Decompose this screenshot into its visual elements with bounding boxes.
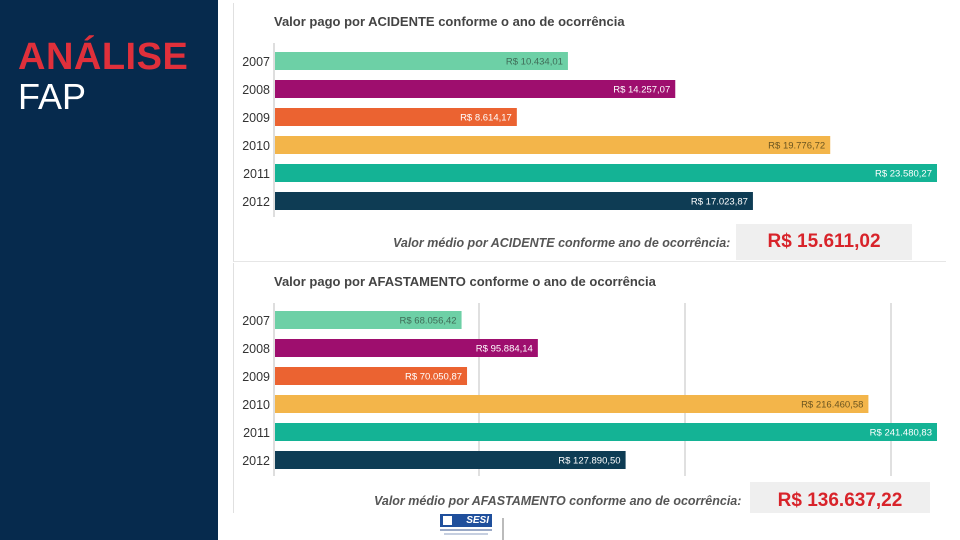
year-tick-label: 2007 (242, 55, 270, 69)
bar-2008 (275, 80, 676, 98)
bar-data-label: R$ 14.257,07 (613, 85, 670, 96)
footer (218, 513, 960, 540)
bar-data-label: R$ 8.614,17 (460, 113, 512, 124)
sesi-emblem-icon (443, 516, 452, 525)
average-label-acidente: Valor médio por ACIDENTE conforme ano de… (393, 236, 731, 250)
average-value-acidente: R$ 15.611,02 (736, 224, 912, 260)
bar-data-label: R$ 17.023,87 (691, 197, 748, 208)
bar-data-label: R$ 241.480,83 (870, 428, 932, 439)
bar-data-label: R$ 19.776,72 (768, 141, 825, 152)
chart-title-afastamento: Valor pago por AFASTAMENTO conforme o an… (274, 274, 656, 289)
bar-2009 (275, 367, 468, 385)
year-tick-label: 2007 (242, 314, 270, 328)
bar-data-label: R$ 10.434,01 (506, 57, 563, 68)
chart-acidente: 2007 R$ 10.434,01 2008 R$ 14.257,07 2009 R$ 8… (242, 43, 937, 217)
bar-2007 (275, 52, 568, 70)
bar-2012 (275, 192, 753, 210)
year-tick-label: 2012 (242, 195, 270, 209)
bar-2011 (275, 423, 937, 441)
sesi-logo-text: SESI (440, 514, 492, 527)
bar-2010 (275, 395, 869, 413)
chart-panel-acidente: 2007 R$ 10.434,01 2008 R$ 14.257,07 2009 R$ 8… (233, 3, 946, 262)
chart-title-acidente: Valor pago por ACIDENTE conforme o ano d… (274, 14, 625, 29)
bar-data-label: R$ 127.890,50 (558, 456, 620, 467)
year-tick-label: 2011 (243, 167, 270, 181)
sesi-logo: SESI (440, 514, 492, 536)
bar-data-label: R$ 95.884,14 (476, 344, 533, 355)
sidebar: ANÁLISE FAP (0, 0, 218, 540)
bar-2010 (275, 136, 831, 154)
bar-2012 (275, 451, 626, 469)
bar-data-label: R$ 68.056,42 (400, 316, 457, 327)
footer-divider (502, 518, 504, 540)
bar-2007 (275, 311, 462, 329)
bar-data-label: R$ 70.050,87 (405, 372, 462, 383)
bar-data-label: R$ 23.580,27 (875, 169, 932, 180)
year-tick-label: 2009 (242, 111, 270, 125)
bar-2008 (275, 339, 538, 357)
year-tick-label: 2008 (242, 342, 270, 356)
slide-title-fap: FAP (18, 76, 87, 117)
year-tick-label: 2011 (243, 426, 270, 440)
bar-2009 (275, 108, 517, 126)
bar-data-label: R$ 216.460,58 (801, 400, 863, 411)
logo-subline-2 (444, 533, 488, 535)
logo-subline (440, 529, 492, 531)
bar-2011 (275, 164, 937, 182)
year-tick-label: 2010 (242, 139, 270, 153)
year-tick-label: 2010 (242, 398, 270, 412)
slide-title-analise: ANÁLISE (18, 36, 189, 78)
average-label-afastamento: Valor médio por AFASTAMENTO conforme ano… (374, 494, 742, 508)
year-tick-label: 2008 (242, 83, 270, 97)
year-tick-label: 2009 (242, 370, 270, 384)
chart-panel-afastamento: 2007 R$ 68.056,42 2008 R$ 95.884,14 2009 R$ 7… (233, 263, 946, 513)
year-tick-label: 2012 (242, 454, 270, 468)
chart-afastamento: 2007 R$ 68.056,42 2008 R$ 95.884,14 2009 R$ 7… (242, 303, 937, 476)
